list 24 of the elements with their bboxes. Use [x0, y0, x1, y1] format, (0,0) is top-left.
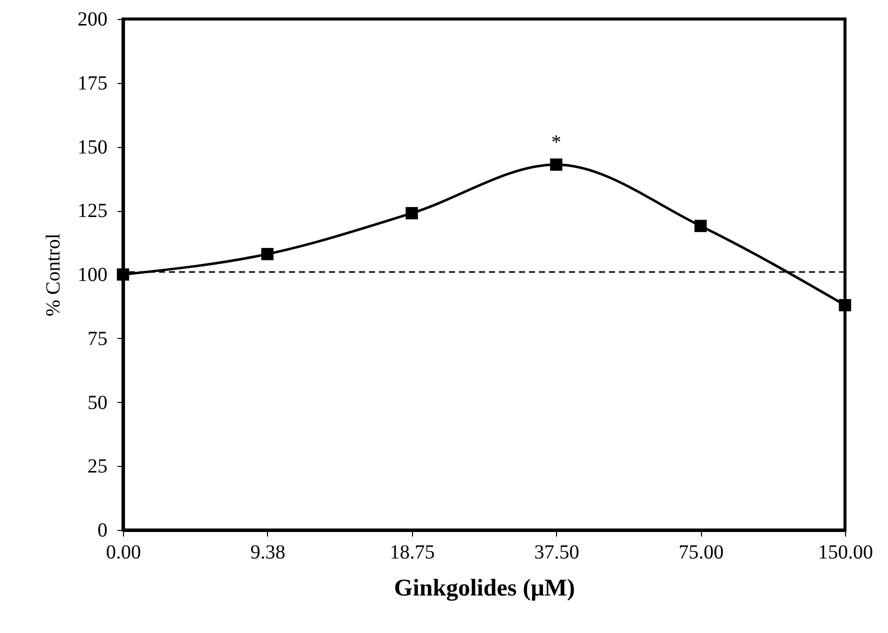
y-tick-label: 75 — [88, 328, 108, 350]
point — [694, 220, 707, 232]
point — [838, 299, 852, 312]
y-tick-label: 175 — [78, 72, 108, 94]
point — [116, 268, 130, 281]
point — [550, 158, 562, 171]
y-tick-label: 200 — [78, 8, 108, 30]
annotation: * — [551, 132, 562, 154]
x-tick-label: 150.00 — [818, 542, 873, 564]
y-tick-label: 50 — [88, 392, 108, 414]
point — [406, 207, 418, 220]
y-tick-label: 150 — [78, 136, 108, 158]
y-axis-title: % Control — [42, 233, 64, 316]
x-tick-label: 0.00 — [106, 542, 141, 564]
x-tick-label: 9.38 — [250, 542, 286, 564]
x-axis-title: Ginkgolides (μM) — [394, 576, 575, 602]
x-tick-label: 37.50 — [534, 542, 580, 564]
y-tick-label: 125 — [78, 200, 108, 222]
x-tick-label: 18.75 — [390, 542, 435, 564]
y-tick-label: 25 — [88, 456, 108, 478]
y-tick-label: 100 — [78, 264, 108, 286]
point — [261, 248, 274, 260]
x-tick-label: 75.00 — [678, 542, 724, 564]
y-tick-label: 0 — [98, 520, 108, 542]
